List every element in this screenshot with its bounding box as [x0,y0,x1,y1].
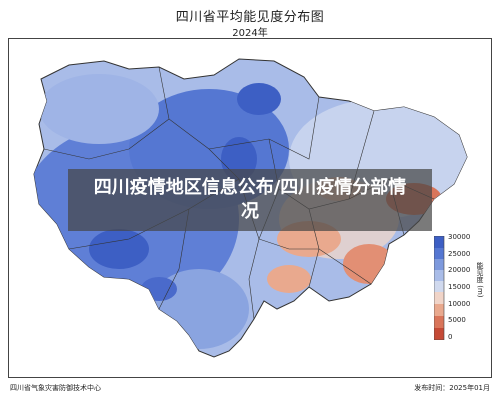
colorbar-tick: 20000 [448,266,471,274]
colorbar-seg-5 [434,281,444,292]
north-dark-patch [237,83,281,115]
overlay-banner: 四川疫情地区信息公布/四川疫情分部情况 [68,169,432,231]
basin-low-zone-2 [343,244,395,284]
colorbar-title: 能见度 (m) [476,262,484,298]
footer-date: 发布时间：2025年01月 [414,384,490,392]
basin-low-zone-3 [267,265,311,293]
colorbar-tick: 25000 [448,250,471,258]
map-title: 四川省平均能见度分布图 [175,10,325,25]
colorbar-tick: 30000 [448,233,471,241]
banner-text: 四川疫情地区信息公布/四川疫情分部情况 [93,177,407,222]
colorbar-tick: 0 [448,333,453,341]
footer-source: 四川省气象灾害防御技术中心 [10,384,101,392]
colorbar-tick: 10000 [448,300,471,308]
colorbar-seg-1 [434,236,444,248]
colorbar-seg-2 [434,248,444,259]
colorbar-tick: 5000 [448,316,466,324]
colorbar-seg-7 [434,304,444,316]
map-subtitle: 2024年 [232,28,268,39]
colorbar-seg-6 [434,292,444,304]
colorbar-seg-3 [434,259,444,270]
colorbar-tick: 15000 [448,283,471,291]
northwest-light-zone [39,74,159,144]
colorbar-seg-9 [434,328,444,340]
colorbar-seg-8 [434,316,444,328]
west-dark-patch [89,229,149,269]
colorbar-seg-4 [434,270,444,281]
southwest-dark-patch [141,277,177,301]
colorbar [434,236,445,340]
